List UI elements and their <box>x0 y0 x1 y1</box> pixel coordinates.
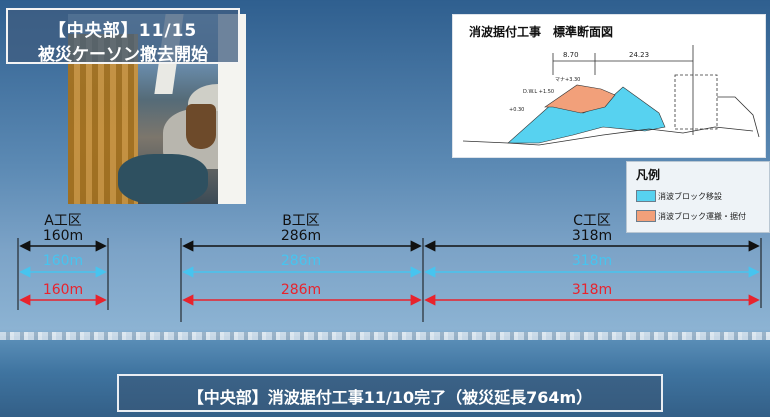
title-line-1: 【中央部】11/15 <box>48 21 198 41</box>
zone-c-red-length: 318m <box>571 282 613 298</box>
zone-c-name: C工区 <box>573 213 611 229</box>
legend-swatch-cyan <box>636 190 656 202</box>
zone-b-cyan-length: 286m <box>280 253 322 269</box>
title-line-2: 被災ケーソン撤去開始 <box>38 45 208 65</box>
zone-a-cyan-length: 160m <box>42 253 84 269</box>
photo-excavator-bucket <box>186 104 216 149</box>
legend-swatch-orange <box>636 210 656 222</box>
cross-section-diagram: 消波据付工事 標準断面図 8.70 24.23 マナ+3.30 D.W.L +1… <box>452 14 766 158</box>
cross-section-drawing: 8.70 24.23 マナ+3.30 D.W.L +1.50 +0.30 <box>462 45 760 146</box>
diagram-title: 消波据付工事 標準断面図 <box>469 25 614 39</box>
legend-label-relocation: 消波ブロック移設 <box>658 192 722 201</box>
bottom-caption-box: 【中央部】消波据付工事11/10完了（被災延長764m） <box>117 374 663 412</box>
legend-label-placement: 消波ブロック運搬・据付 <box>658 212 746 221</box>
photo-water <box>118 154 208 204</box>
legend-title: 凡例 <box>636 168 661 182</box>
zone-a-length: 160m <box>42 228 84 244</box>
legend: 凡例 消波ブロック移設 消波ブロック運搬・据付 <box>626 161 770 233</box>
zone-b-red-length: 286m <box>280 282 322 298</box>
slope-line <box>717 96 760 138</box>
bottom-caption: 【中央部】消波据付工事11/10完了（被災延長764m） <box>187 388 593 407</box>
level-label: D.W.L +1.50 <box>523 89 554 95</box>
title-box: 【中央部】11/15 被災ケーソン撤去開始 <box>6 8 240 65</box>
caisson-outline <box>674 74 718 130</box>
dim-left-label: 8.70 <box>563 51 579 59</box>
dim-right-label: 24.23 <box>629 51 649 59</box>
zone-b-name: B工区 <box>282 213 320 229</box>
zone-a-name: A工区 <box>44 213 82 229</box>
zone-c-cyan-length: 318m <box>571 253 613 269</box>
level-label: +0.30 <box>509 107 524 113</box>
breakwater-shoreline <box>0 332 770 340</box>
orange-block-area <box>544 84 616 114</box>
zone-a-red-length: 160m <box>42 282 84 298</box>
level-label: マナ+3.30 <box>555 77 580 83</box>
zone-b-length: 286m <box>280 228 322 244</box>
seabed-line <box>462 126 754 146</box>
zone-c-length: 318m <box>571 228 613 244</box>
